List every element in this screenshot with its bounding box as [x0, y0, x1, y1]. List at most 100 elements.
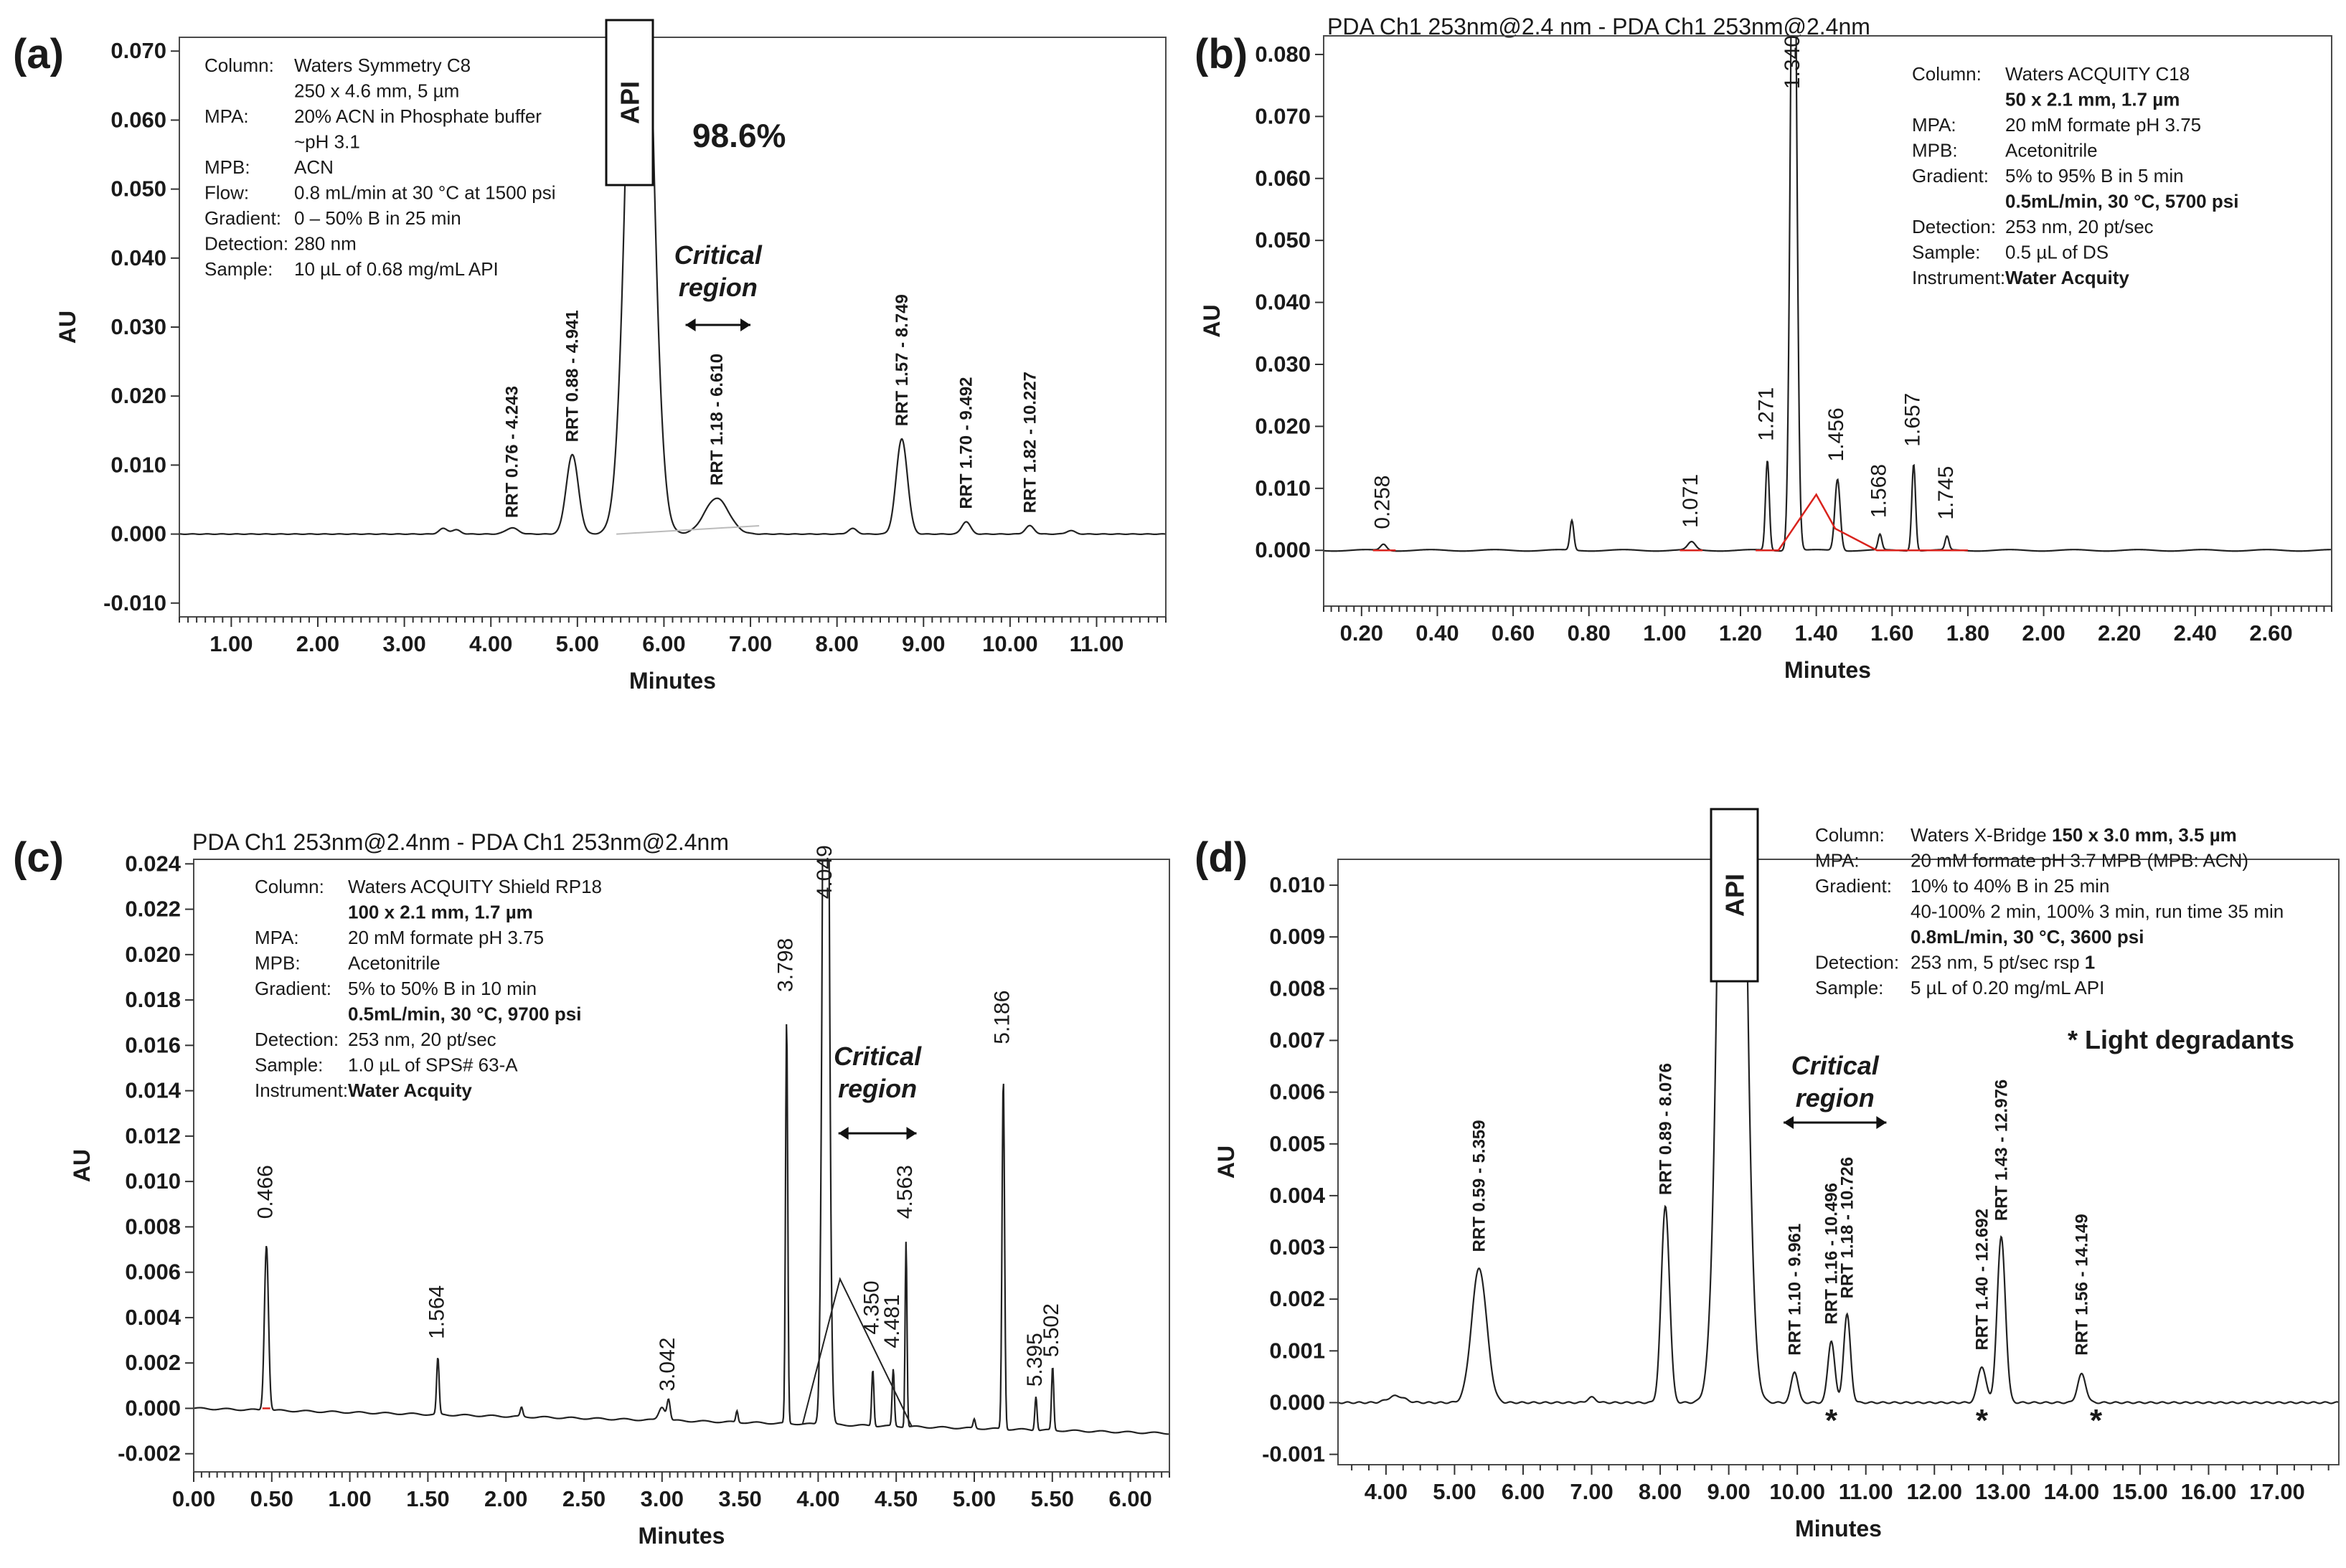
degradant-marker: *: [1825, 1403, 1838, 1438]
chromatogram-trace: [180, 38, 1165, 536]
y-axis-label: AU: [1213, 1146, 1239, 1179]
x-tick-label: 8.00: [815, 631, 858, 656]
peak-label: RRT 0.88 - 4.941: [563, 310, 583, 442]
condition-value: Waters ACQUITY Shield RP18: [348, 876, 602, 897]
condition-key: MPB:: [255, 953, 301, 974]
condition-value-bold: 0.8mL/min, 30 °C, 3600 psi: [1911, 926, 2144, 948]
peak-label: 1.564: [425, 1285, 448, 1339]
peak-label: 4.563: [893, 1165, 917, 1219]
condition-value-text: 253 nm, 5 pt/sec rsp: [1911, 952, 2085, 973]
x-tick-label: 3.50: [718, 1486, 761, 1511]
critical-region-label-2: region: [679, 273, 758, 302]
y-tick-label: 0.040: [1255, 290, 1311, 315]
peak-label: 0.466: [253, 1165, 277, 1219]
y-tick-label: 0.080: [1255, 42, 1311, 67]
condition-value: 20 mM formate pH 3.7 MPB (MPB: ACN): [1911, 850, 2248, 872]
peak-label: RRT 1.18 - 6.610: [707, 354, 727, 486]
y-axis-label: AU: [55, 311, 80, 344]
condition-value: 20 mM formate pH 3.75: [348, 927, 544, 948]
y-tick-label: 0.012: [125, 1123, 181, 1148]
x-tick-label: 1.80: [1946, 620, 1989, 646]
x-tick-label: 1.50: [406, 1486, 449, 1511]
condition-value: 253 nm, 5 pt/sec rsp 1: [1911, 952, 2095, 973]
peak-label: 1.456: [1824, 407, 1848, 461]
x-tick-label: 16.00: [2181, 1479, 2237, 1504]
condition-key: Gradient:: [204, 207, 281, 229]
y-tick-label: -0.002: [118, 1441, 181, 1466]
plot-area: [180, 38, 1165, 536]
condition-key: Column:: [1912, 63, 1982, 85]
x-tick-label: 10.00: [1769, 1479, 1825, 1504]
x-tick-label: 13.00: [1975, 1479, 2031, 1504]
peak-label: 1.340: [1781, 35, 1804, 89]
critical-region-arrowhead-right: [740, 318, 751, 331]
x-tick-label: 4.00: [469, 631, 512, 656]
y-tick-label: 0.000: [1255, 537, 1311, 562]
y-tick-label: 0.030: [110, 314, 166, 339]
legend-note: * Light degradants: [2068, 1025, 2294, 1054]
condition-key: Instrument:: [255, 1080, 348, 1101]
x-tick-label: 2.00: [296, 631, 339, 656]
condition-value: 0.8 mL/min at 30 °C at 1500 psi: [294, 182, 555, 204]
y-tick-label: 0.010: [1269, 872, 1325, 897]
y-tick-label: 0.010: [1255, 476, 1311, 501]
critical-region-arrowhead-left: [685, 318, 696, 331]
peak-label: RRT 1.18 - 10.726: [1838, 1157, 1857, 1298]
integration-baseline: [1756, 493, 1968, 552]
condition-value: 0.5mL/min, 30 °C, 5700 psi: [2005, 191, 2238, 212]
x-tick-label: 0.80: [1568, 620, 1611, 646]
x-tick-label: 4.00: [1365, 1479, 1408, 1504]
peak-label: 3.798: [773, 938, 797, 992]
x-tick-label: 0.20: [1340, 620, 1383, 646]
condition-value: 10% to 40% B in 25 min: [1911, 875, 2110, 897]
condition-value-text: 5 µL of 0.20 mg/mL API: [1911, 977, 2104, 998]
peak-label: 5.502: [1040, 1303, 1063, 1357]
condition-key: Detection:: [255, 1029, 339, 1050]
x-tick-label: 14.00: [2044, 1479, 2100, 1504]
critical-region-label-2: region: [838, 1074, 917, 1103]
chromatogram-trace: [1324, 37, 2331, 552]
plot-area: [1339, 860, 2338, 1404]
api-percent: 98.6%: [692, 117, 786, 154]
x-tick-label: 11.00: [1839, 1479, 1893, 1504]
y-tick-label: 0.020: [110, 383, 166, 408]
x-tick-label: 0.50: [250, 1486, 293, 1511]
x-tick-label: 0.00: [172, 1486, 215, 1511]
x-tick-label: 15.00: [2112, 1479, 2168, 1504]
condition-value-text: 10% to 40% B in 25 min: [1911, 875, 2110, 897]
y-tick-label: -0.010: [103, 590, 166, 615]
y-tick-label: 0.030: [1255, 351, 1311, 377]
peak-label: 4.481: [880, 1294, 904, 1348]
condition-key: Gradient:: [255, 978, 331, 999]
x-tick-label: 1.60: [1870, 620, 1913, 646]
y-axis-label: AU: [69, 1149, 95, 1182]
panel-label: (c): [13, 834, 64, 881]
condition-value: 5% to 95% B in 5 min: [2005, 165, 2184, 186]
peak-label: RRT 1.16 - 10.496: [1822, 1183, 1842, 1324]
y-tick-label: 0.070: [110, 38, 166, 63]
condition-value: Waters Symmetry C8: [294, 55, 471, 76]
condition-value: 5 µL of 0.20 mg/mL API: [1911, 977, 2104, 998]
peak-label: 1.071: [1679, 474, 1702, 528]
y-tick-label: 0.004: [1269, 1183, 1325, 1208]
integration-baseline: [616, 525, 760, 535]
panel-c: (c) PDA Ch1 253nm@2.4nm - PDA Ch1 253nm@2…: [13, 829, 1170, 1549]
api-label: API: [616, 81, 645, 124]
y-tick-label: 0.009: [1269, 924, 1325, 949]
peak-label: 5.395: [1023, 1333, 1047, 1387]
condition-value: ACN: [294, 156, 334, 178]
condition-key: Gradient:: [1815, 875, 1892, 897]
x-tick-label: 9.00: [1707, 1479, 1750, 1504]
degradant-marker: *: [1976, 1403, 1989, 1438]
degradant-marker: *: [2090, 1403, 2103, 1438]
y-tick-label: 0.020: [125, 942, 181, 967]
condition-value: Acetonitrile: [348, 953, 441, 974]
peak-label: 1.657: [1900, 393, 1924, 447]
condition-key: MPB:: [1912, 140, 1958, 161]
x-tick-label: 2.40: [2174, 620, 2217, 646]
condition-value: Waters X-Bridge 150 x 3.0 mm, 3.5 µm: [1911, 824, 2237, 846]
panel-d: (d) -0.001 0.000 0.001 0.002 0.003 0.004 0.005 0…: [1195, 808, 2340, 1541]
condition-value: 280 nm: [294, 233, 357, 255]
condition-key: MPA:: [1815, 850, 1860, 872]
